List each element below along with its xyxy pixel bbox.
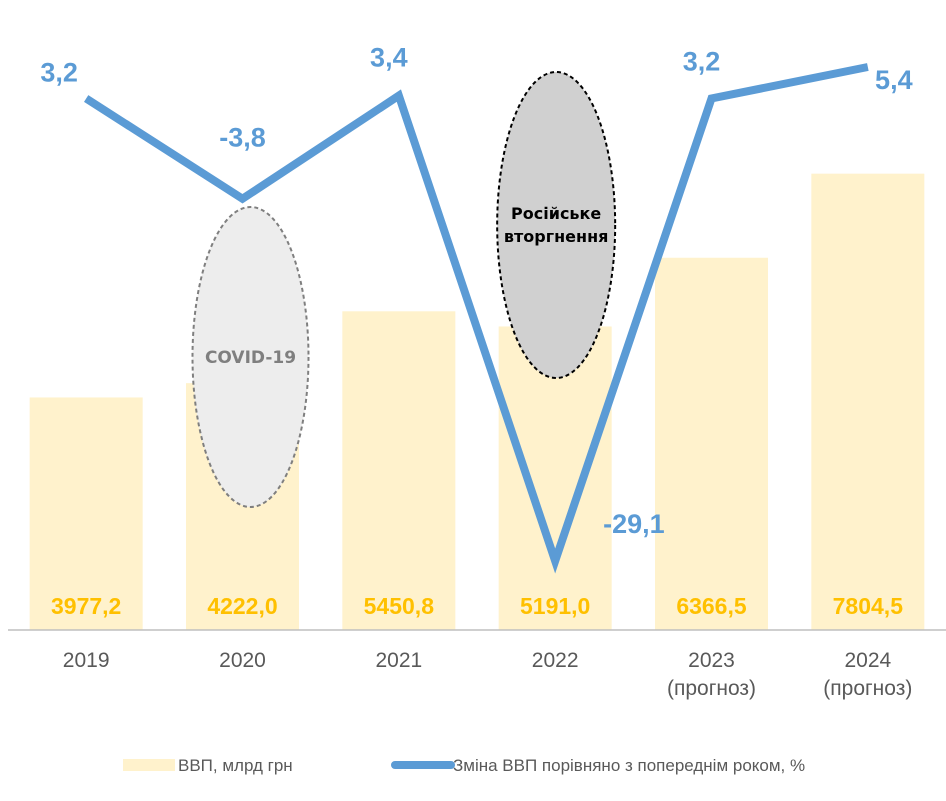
bar-data-labels: 3977,2 4222,0 5450,8 5191,0 6366,5 7804,5 (51, 593, 903, 619)
annotation-text: вторгнення (504, 227, 609, 246)
x-tick-label: 2022 (532, 649, 579, 672)
annotation-text: Російське (511, 204, 601, 223)
x-axis-tick-labels: 2019 2020 2021 2022 2023 (прогноз) 2024 (прогно… (63, 649, 913, 700)
annotation-ellipse-1 (191, 206, 310, 508)
line-path (84, 63, 869, 574)
line-label: 3,2 (40, 58, 78, 88)
bar-series (29, 173, 925, 630)
line-label: 3,2 (683, 47, 721, 77)
legend: ВВП, млрд грн Зміна ВВП порівняно з попер… (123, 756, 805, 775)
bar-label: 5191,0 (520, 593, 590, 619)
line-label: -29,1 (603, 509, 665, 539)
bar-label: 4222,0 (207, 593, 277, 619)
legend-label-bar: ВВП, млрд грн (178, 756, 293, 775)
line-label: 5,4 (875, 65, 913, 95)
x-tick-label: 2024 (844, 649, 891, 672)
x-tick-label: 2019 (63, 649, 110, 672)
bar-label: 5450,8 (364, 593, 435, 619)
line-data-labels: 3,2 -3,8 3,4 -29,1 3,2 5,4 (40, 43, 912, 539)
bar-2021 (342, 311, 456, 630)
bar-2024 (811, 173, 925, 630)
bar-label: 6366,5 (676, 593, 747, 619)
bar-2019 (29, 397, 143, 630)
legend-swatch-bar (123, 759, 175, 771)
line-label: -3,8 (219, 123, 266, 153)
annotations: COVID-19 Російське вторгнення (191, 71, 617, 508)
x-tick-label: 2023 (688, 649, 735, 672)
bar-label: 3977,2 (51, 593, 121, 619)
bar-label: 7804,5 (833, 593, 904, 619)
x-tick-label: 2021 (375, 649, 422, 672)
x-tick-label: 2020 (219, 649, 266, 672)
legend-label-line: Зміна ВВП порівняно з попереднім роком, … (453, 756, 805, 775)
bar-2023 (655, 257, 768, 630)
line-series (84, 63, 869, 574)
x-tick-label: (прогноз) (667, 677, 756, 700)
line-label: 3,4 (370, 43, 408, 73)
annotation-text: COVID-19 (205, 348, 296, 368)
x-tick-label: (прогноз) (823, 677, 912, 700)
annotation-ellipse-2 (496, 71, 617, 379)
